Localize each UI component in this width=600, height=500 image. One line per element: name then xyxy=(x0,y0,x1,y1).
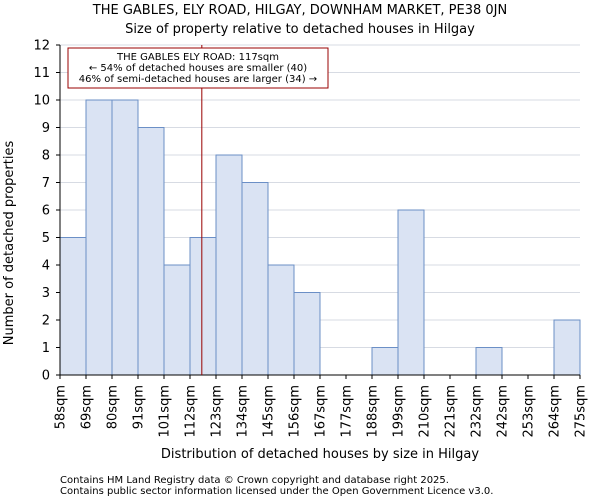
x-tick-label: 123sqm xyxy=(210,385,225,438)
bar-91sqm xyxy=(137,127,165,376)
x-tick-label: 91sqm xyxy=(132,385,147,429)
bar-232sqm xyxy=(475,347,503,376)
bar-188sqm xyxy=(371,347,399,376)
x-tick-label: 275sqm xyxy=(574,385,589,438)
x-tick-label: 242sqm xyxy=(496,385,511,438)
x-axis-label: Distribution of detached houses by size … xyxy=(161,447,479,462)
y-tick-label: 12 xyxy=(33,39,50,54)
bar-80sqm xyxy=(111,99,139,376)
annotation-line-1: THE GABLES ELY ROAD: 117sqm xyxy=(116,52,279,63)
x-tick-label: 101sqm xyxy=(158,385,173,438)
y-tick-label: 4 xyxy=(42,259,50,274)
bar-123sqm xyxy=(215,154,243,376)
x-tick-label: 134sqm xyxy=(236,385,251,438)
x-tick-label: 188sqm xyxy=(366,385,381,438)
x-tick-label: 232sqm xyxy=(470,385,485,438)
annotation-line-3: 46% of semi-detached houses are larger (… xyxy=(79,74,317,85)
x-tick-label: 210sqm xyxy=(418,385,433,438)
annotation-box xyxy=(67,47,329,89)
bars xyxy=(59,99,581,376)
x-tick-label: 145sqm xyxy=(262,385,277,438)
annotation-line-2: ← 54% of detached houses are smaller (40… xyxy=(89,63,307,74)
bar-145sqm xyxy=(267,264,295,376)
x-tick-label: 221sqm xyxy=(444,385,459,438)
x-tick-label: 167sqm xyxy=(314,385,329,438)
x-tick-label: 253sqm xyxy=(522,385,537,438)
property-marker: THE GABLES ELY ROAD: 117sqm← 54% of deta… xyxy=(67,45,329,375)
y-tick-label: 1 xyxy=(42,341,50,356)
x-tick-label: 177sqm xyxy=(340,385,355,438)
y-tick-label: 3 xyxy=(42,286,50,301)
x-tick-label: 264sqm xyxy=(548,385,563,438)
bar-156sqm xyxy=(293,292,321,376)
y-tick-label: 9 xyxy=(42,121,50,136)
y-tick-label: 10 xyxy=(33,94,50,109)
y-tick-label: 2 xyxy=(42,314,50,329)
y-tick-label: 11 xyxy=(33,66,50,81)
footer-line-2: Contains public sector information licen… xyxy=(60,486,493,497)
bar-112sqm xyxy=(189,237,217,376)
bar-199sqm xyxy=(397,209,425,376)
bar-69sqm xyxy=(85,99,113,376)
x-tick-label: 69sqm xyxy=(80,385,95,429)
x-tick-label: 199sqm xyxy=(392,385,407,438)
y-axis-label: Number of detached properties xyxy=(2,141,17,346)
x-tick-label: 156sqm xyxy=(288,385,303,438)
bar-101sqm xyxy=(163,264,191,376)
bar-58sqm xyxy=(59,237,87,376)
x-tick-label: 80sqm xyxy=(106,385,121,429)
x-tick-label: 112sqm xyxy=(184,385,199,438)
footer-line-1: Contains HM Land Registry data © Crown c… xyxy=(60,475,449,486)
y-tick-label: 7 xyxy=(42,176,50,191)
y-tick-label: 5 xyxy=(42,231,50,246)
y-tick-label: 0 xyxy=(42,369,50,384)
x-tick-label: 58sqm xyxy=(54,385,69,429)
y-tick-label: 8 xyxy=(42,149,50,164)
y-tick-label: 6 xyxy=(42,204,50,219)
x-tick-labels: 58sqm 69sqm 80sqm 91sqm 101sqm 112sqm 123sqm 13… xyxy=(54,375,589,438)
chart-subtitle: Size of property relative to detached ho… xyxy=(125,22,475,37)
bar-134sqm xyxy=(241,182,269,376)
chart-title: THE GABLES, ELY ROAD, HILGAY, DOWNHAM MA… xyxy=(92,3,507,18)
bar-264sqm xyxy=(553,319,581,376)
